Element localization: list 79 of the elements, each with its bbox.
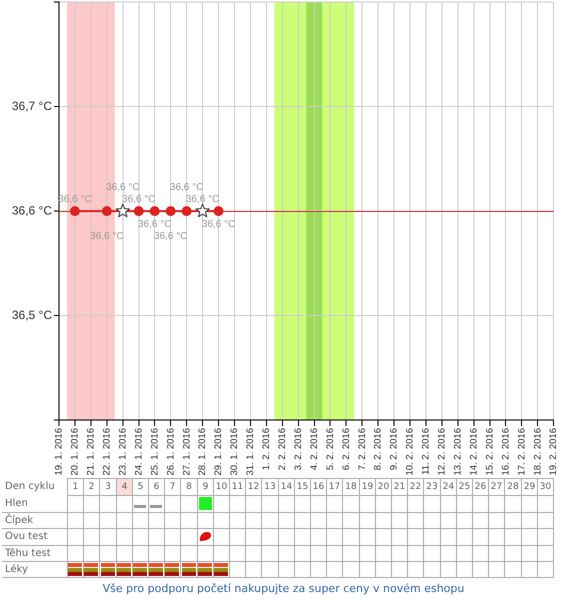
category-label: Těhu test: [5, 548, 51, 559]
data-label: 36,6 °C: [154, 230, 188, 242]
x-tick-label: 10. 2. 2016: [404, 428, 416, 476]
x2-tick-label: 8: [185, 481, 193, 494]
x-tick-label: 24. 1. 2016: [133, 428, 144, 476]
x2-tick-label: 12: [247, 481, 260, 494]
x-tick-label: 31. 1. 2016: [245, 428, 256, 476]
x2-axis-title: Den cyklu: [5, 480, 55, 494]
x2-tick-label: 22: [409, 481, 422, 494]
x-tick-label: 3. 2. 2016: [292, 428, 304, 470]
category-label: Čípek: [5, 515, 34, 526]
x2-tick-label: 29: [523, 481, 536, 494]
x-tick-label: 29. 1. 2016: [213, 428, 224, 476]
x2-tick-label: 19: [361, 481, 374, 494]
x-tick-label: 6. 2. 2016: [340, 428, 352, 470]
x-tick-label: 9. 2. 2016: [388, 428, 400, 470]
x-tick-label: 30. 1. 2016: [229, 428, 240, 476]
data-label: 36,6 °C: [186, 194, 220, 205]
x2-tick-label: 27: [490, 481, 503, 494]
x-tick-label: 13. 2. 2016: [452, 428, 464, 476]
x-tick-label: 21. 1. 2016: [86, 428, 97, 476]
x2-tick-label: 15: [296, 481, 309, 494]
x2-tick-label: 2: [88, 481, 96, 494]
x2-tick-label: 9: [202, 481, 210, 494]
x2-tick-label: 21: [393, 481, 406, 494]
x-tick-label: 26. 1. 2016: [165, 428, 176, 476]
x2-tick-label: 3: [104, 481, 112, 494]
x2-tick-label: 17: [328, 481, 341, 494]
x2-tick-label: 11: [231, 481, 244, 494]
x-tick-label: 17. 2. 2016: [516, 428, 528, 476]
x2-tick-label: 14: [280, 481, 293, 494]
data-label: 36,6 °C: [90, 230, 124, 242]
x2-tick-label: 5: [136, 481, 144, 494]
x-tick-label: 1. 2. 2016: [261, 428, 272, 470]
x2-tick-label: 28: [506, 481, 520, 494]
x-tick-label: 19. 2. 2016: [548, 428, 560, 476]
y-tick-label: 36,5 °C: [12, 308, 52, 322]
x2-tick-label: 6: [152, 481, 160, 494]
data-label: 36,6 °C: [170, 182, 204, 193]
x-tick-label: 23. 1. 2016: [117, 428, 128, 476]
text: Vše pro podporu početí nakupujte za super ceny v novém eshopu: [102, 582, 466, 595]
x2-tick-label: 30: [539, 481, 552, 494]
x-tick-label: 5. 2. 2016: [324, 428, 336, 470]
x-tick-label: 25. 1. 2016: [149, 428, 160, 476]
x-tick-label: 4. 2. 2016: [308, 428, 320, 470]
x-tick-label: 7. 2. 2016: [356, 428, 368, 470]
x2-tick-label: 25: [458, 481, 471, 494]
x-tick-label: 2. 2. 2016: [276, 428, 288, 470]
x2-tick-label: 20: [377, 481, 390, 494]
x-tick-label: 11. 2. 2016: [420, 428, 432, 475]
x-tick-label: 8. 2. 2016: [372, 428, 384, 470]
x2-tick-label: 7: [168, 481, 176, 494]
x2-tick-label: 10: [215, 481, 228, 494]
x2-tick-label: 24: [442, 481, 455, 494]
data-label: 36,6 °C: [138, 218, 172, 230]
x-tick-label: 27. 1. 2016: [181, 428, 192, 476]
y-tick-label: 36,6 °C: [12, 203, 52, 218]
data-label: 36,6 °C: [202, 218, 236, 230]
x2-tick-label: 1: [72, 481, 80, 494]
x-tick-label: 19. 1. 2016: [54, 428, 65, 476]
category-label: Hlen: [5, 498, 28, 509]
x2-tick-label: 18: [344, 481, 358, 494]
x-tick-label: 16. 2. 2016: [500, 428, 512, 476]
x-tick-label: 20. 1. 2016: [70, 428, 81, 476]
x-tick-label: 18. 2. 2016: [532, 428, 544, 476]
category-label: Léky: [5, 564, 28, 575]
data-label: 36,6 °C: [106, 182, 140, 193]
x2-tick-label: 13: [263, 481, 277, 494]
x2-tick-label: 26: [474, 481, 487, 494]
x-tick-label: 15. 2. 2016: [484, 428, 496, 476]
x-tick-label: 12. 2. 2016: [436, 428, 448, 476]
x-tick-label: 14. 2. 2016: [468, 428, 480, 476]
y-tick-label: 36,7 °C: [12, 98, 52, 113]
category-label: Ovu test: [5, 531, 48, 542]
x2-tick-label: 23: [425, 481, 439, 494]
data-label: 36,6 °C: [122, 194, 156, 205]
x-tick-label: 28. 1. 2016: [197, 428, 208, 476]
x2-tick-label: 16: [312, 481, 325, 494]
x-tick-label: 22. 1. 2016: [101, 428, 112, 476]
